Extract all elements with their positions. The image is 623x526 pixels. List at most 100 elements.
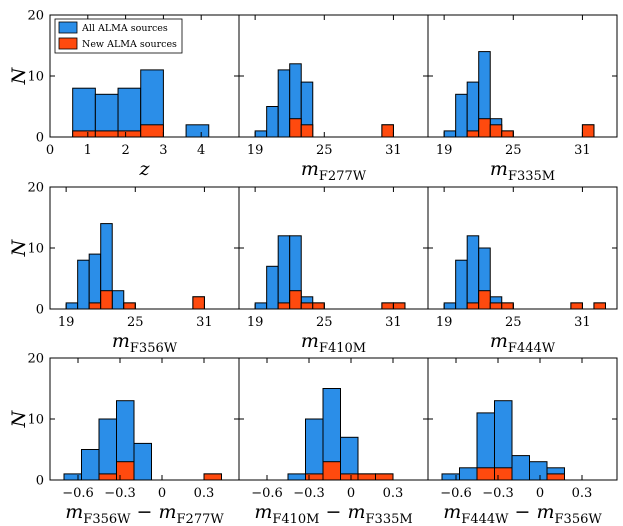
bar-new-sources: [322, 461, 341, 481]
x-tick-label: −0.3: [104, 486, 136, 501]
bar-all-sources: [466, 81, 480, 138]
bar-all-sources: [88, 253, 102, 310]
x-tick-label: 19: [58, 315, 75, 330]
x-tick-label: 3: [159, 143, 167, 158]
legend-label-new: New ALMA sources: [82, 39, 177, 50]
x-tick-label: 0: [347, 486, 355, 501]
x-axis-label: mF277W: [301, 158, 367, 184]
bar-all-sources: [287, 473, 306, 481]
bar-all-sources: [455, 93, 468, 138]
bar-new-sources: [98, 473, 117, 481]
bar-new-sources: [392, 302, 406, 310]
bar-all-sources: [455, 259, 468, 310]
y-tick-label: 0: [36, 474, 44, 489]
bar-new-sources: [123, 302, 136, 310]
bar-new-sources: [88, 302, 102, 310]
x-tick-label: 19: [436, 315, 453, 330]
x-axis-label: mF335M: [490, 158, 555, 184]
legend-swatch-all: [58, 21, 78, 34]
bar-new-sources: [116, 461, 135, 481]
bar-new-sources: [494, 467, 513, 481]
x-tick-label: 25: [316, 143, 333, 158]
bar-new-sources: [466, 130, 480, 138]
x-tick-label: 31: [385, 143, 402, 158]
y-tick-label: 20: [27, 181, 44, 196]
y-axis-label: N: [8, 409, 30, 428]
x-axis-label: mF410M − mF335M: [254, 501, 412, 526]
x-tick-label: 4: [197, 143, 205, 158]
bar-new-sources: [300, 302, 314, 310]
x-tick-label: 0.3: [572, 486, 593, 501]
bar-all-sources: [529, 461, 548, 481]
y-axis-label: N: [8, 66, 30, 85]
bar-new-sources: [489, 124, 503, 138]
bar-new-sources: [546, 473, 565, 481]
x-tick-label: 0: [158, 486, 166, 501]
x-tick-label: 2: [121, 143, 129, 158]
bar-all-sources: [254, 130, 268, 138]
x-tick-label: −0.6: [62, 486, 94, 501]
bar-new-sources: [570, 302, 583, 310]
bar-all-sources: [81, 449, 100, 481]
x-tick-label: 19: [247, 143, 264, 158]
bar-new-sources: [340, 473, 359, 481]
x-axis-label: mF410M: [301, 330, 366, 356]
legend-label-all: All ALMA sources: [81, 23, 168, 34]
y-tick-label: 10: [27, 413, 44, 428]
bar-all-sources: [63, 473, 82, 481]
bar-all-sources: [459, 467, 478, 481]
histogram-panel-3: 19 25 31 mF335M: [427, 14, 618, 184]
x-tick-label: 0.3: [194, 486, 215, 501]
bar-all-sources: [305, 418, 324, 481]
y-tick-label: 10: [27, 242, 44, 257]
bar-new-sources: [581, 124, 595, 138]
bar-all-sources: [266, 265, 279, 310]
bar-new-sources: [72, 130, 96, 138]
x-tick-label: 31: [196, 315, 213, 330]
bar-all-sources: [77, 259, 90, 310]
bar-all-sources: [466, 235, 480, 310]
bar-all-sources: [441, 473, 460, 481]
x-tick-label: 31: [574, 143, 591, 158]
bar-new-sources: [289, 118, 302, 138]
bar-new-sources: [381, 124, 394, 138]
bar-all-sources: [266, 106, 279, 138]
bar-new-sources: [357, 473, 376, 481]
x-axis-label: mF444W − mF356W: [443, 501, 602, 526]
y-tick-label: 20: [27, 352, 44, 367]
x-tick-label: 1: [84, 143, 92, 158]
x-tick-label: 0.3: [383, 486, 404, 501]
y-tick-label: 0: [36, 303, 44, 318]
x-tick-label: 25: [127, 315, 144, 330]
bar-new-sources: [381, 302, 394, 310]
x-tick-label: 0: [46, 143, 54, 158]
y-tick-label: 20: [27, 9, 44, 24]
x-axis-label: mF356W − mF277W: [65, 501, 224, 526]
bar-all-sources: [511, 455, 530, 481]
x-tick-label: 25: [505, 143, 522, 158]
bar-all-sources: [443, 302, 457, 310]
x-tick-label: 25: [316, 315, 333, 330]
bar-all-sources: [98, 418, 117, 481]
y-tick-label: 10: [27, 70, 44, 85]
bar-all-sources: [277, 235, 291, 310]
x-tick-label: 19: [436, 143, 453, 158]
bar-all-sources: [72, 87, 96, 138]
histogram-panel-6: 19 25 31 mF444W: [427, 186, 618, 356]
bar-new-sources: [100, 290, 113, 310]
bar-new-sources: [476, 467, 495, 481]
x-tick-label: 0: [536, 486, 544, 501]
x-tick-label: −0.6: [251, 486, 283, 501]
bar-new-sources: [466, 302, 480, 310]
x-axis-label: mF444W: [490, 330, 556, 356]
bar-all-sources: [277, 69, 291, 138]
x-axis-label: z: [138, 158, 150, 180]
x-tick-label: 31: [385, 315, 402, 330]
histogram-panel-2: 19 25 31 mF277W: [238, 14, 429, 184]
bar-new-sources: [277, 302, 291, 310]
